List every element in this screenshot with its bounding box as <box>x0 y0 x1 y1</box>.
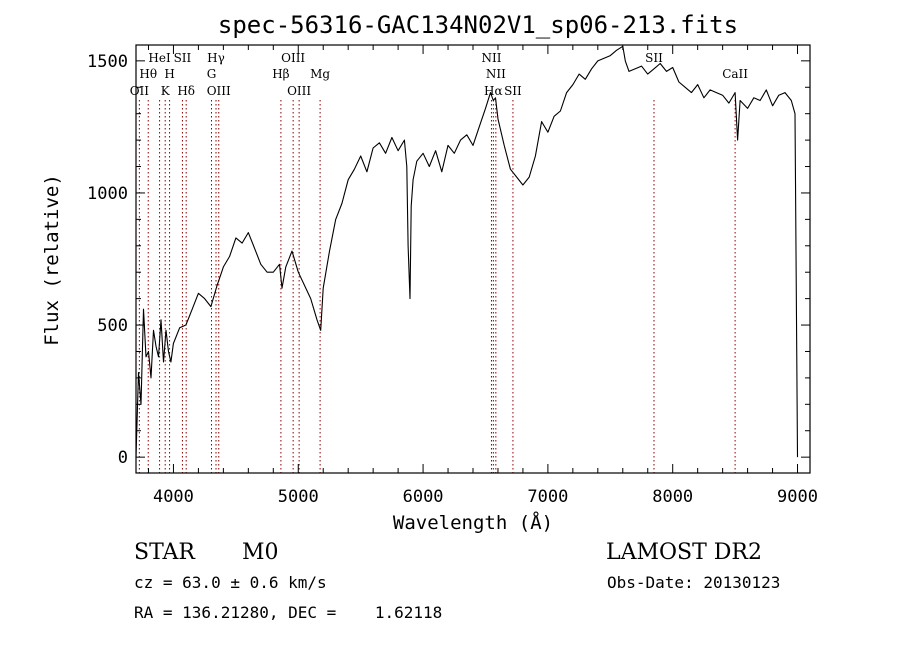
line-marker-label-10: Hβ <box>272 67 289 81</box>
spectrum-line-0 <box>135 45 799 458</box>
y-tick-label-500: 500 <box>97 316 128 336</box>
line-marker-label-11: OIII <box>281 51 305 65</box>
x-tick-label-6000: 6000 <box>403 487 444 507</box>
x-tick-label-7000: 7000 <box>527 487 568 507</box>
x-axis: 4000 5000 6000 7000 8000 9000 <box>147 45 818 507</box>
line-marker-label-15: NII <box>486 67 506 81</box>
line-marker-label-2: HeI <box>148 51 171 65</box>
observation-date: Obs-Date: 20130123 <box>607 573 781 592</box>
spectrum-series <box>135 45 799 458</box>
line-marker-label-13: Mg <box>310 67 330 81</box>
line-marker-label-9: OIII <box>207 84 231 98</box>
line-marker-label-18: SII <box>645 51 663 65</box>
survey-name: LAMOST DR2 <box>606 540 762 565</box>
line-marker-label-7: Hγ <box>207 51 225 65</box>
y-tick-label-1000: 1000 <box>87 184 128 204</box>
plot-frame <box>135 44 811 474</box>
chart-title: spec-56316-GAC134N02V1_sp06-213.fits <box>218 11 738 39</box>
x-tick-label-4000: 4000 <box>153 487 194 507</box>
line-marker-label-4: H <box>164 67 174 81</box>
line-marker-label-8: G <box>207 67 217 81</box>
line-marker-label-14: NII <box>481 51 501 65</box>
line-marker-label-19: CaII <box>722 67 748 81</box>
line-marker-label-17: SII <box>504 84 522 98</box>
y-axis-label: Flux (relative) <box>41 174 63 346</box>
x-axis-label: Wavelength (Å) <box>393 511 553 534</box>
line-marker-label-16: Hα <box>484 84 503 98</box>
y-axis: 0 500 1000 1500 <box>87 52 810 468</box>
line-marker-label-5: SII <box>174 51 192 65</box>
sky-coordinates: RA = 136.21280, DEC = 1.62118 <box>134 603 443 622</box>
x-tick-label-9000: 9000 <box>777 487 818 507</box>
line-marker-label-12: OIII <box>287 84 311 98</box>
object-subclass: M0 <box>242 540 279 565</box>
object-class: STAR <box>134 540 195 565</box>
line-marker-label-0: OII <box>130 84 150 98</box>
spectral-line-markers: OIIHθHeIKHSIIHδHγGOIIIHβOIIIOIIIMgNIINII… <box>130 51 748 473</box>
line-marker-label-1: Hθ <box>139 67 157 81</box>
line-marker-label-3: K <box>161 84 171 98</box>
redshift-value: cz = 63.0 ± 0.6 km/s <box>134 573 327 592</box>
line-marker-label-6: Hδ <box>177 84 195 98</box>
y-tick-label-0: 0 <box>118 448 128 468</box>
x-tick-label-5000: 5000 <box>278 487 319 507</box>
x-tick-label-8000: 8000 <box>652 487 693 507</box>
y-tick-label-1500: 1500 <box>87 52 128 72</box>
